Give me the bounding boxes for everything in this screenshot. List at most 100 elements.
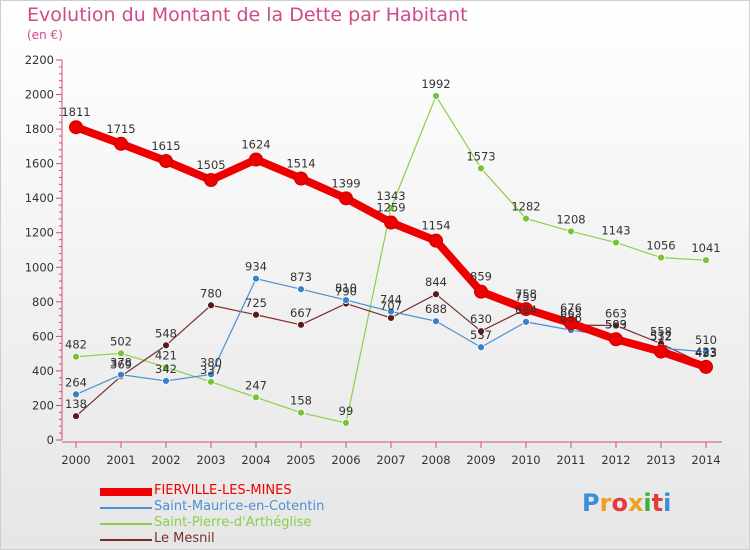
y-tick-label: 1600 (25, 157, 54, 171)
data-label-fierville-les-mines: 1514 (286, 156, 315, 170)
data-label-saint-pierre-d-arth-glise: 1143 (601, 224, 630, 238)
data-point-saint-pierre-d-arth-glise (162, 363, 170, 372)
legend-label: Saint-Maurice-en-Cotentin (154, 499, 325, 514)
data-label-fierville-les-mines: 1615 (151, 139, 180, 153)
x-tick-label: 2005 (286, 453, 315, 467)
data-label-saint-pierre-d-arth-glise: 482 (65, 338, 87, 352)
data-label-le-mesnil: 433 (695, 346, 717, 360)
x-tick-label: 2014 (691, 453, 720, 467)
data-point-saint-maurice-en-cotentin (702, 348, 710, 356)
legend-swatch (100, 488, 152, 496)
data-point-le-mesnil (477, 327, 485, 336)
data-point-fierville-les-mines (564, 316, 578, 331)
data-point-saint-maurice-en-cotentin (297, 285, 305, 294)
data-label-saint-pierre-d-arth-glise: 502 (110, 334, 132, 348)
y-tick-label: 1800 (25, 122, 54, 136)
data-label-saint-maurice-en-cotentin: 744 (380, 292, 402, 306)
data-point-fierville-les-mines (699, 359, 713, 374)
data-point-saint-pierre-d-arth-glise (207, 377, 215, 386)
data-label-le-mesnil: 665 (560, 306, 582, 320)
data-point-saint-pierre-d-arth-glise (432, 92, 440, 100)
data-point-saint-maurice-en-cotentin (432, 317, 440, 326)
data-label-saint-maurice-en-cotentin: 510 (695, 333, 717, 347)
y-tick-label: 600 (32, 329, 54, 343)
y-tick-label: 1000 (25, 260, 54, 274)
data-label-le-mesnil: 548 (155, 326, 177, 340)
data-label-saint-maurice-en-cotentin: 532 (650, 329, 672, 343)
data-point-saint-maurice-en-cotentin (117, 370, 125, 379)
data-label-saint-maurice-en-cotentin: 264 (65, 375, 87, 389)
data-point-saint-maurice-en-cotentin (387, 307, 395, 316)
proxiti-logo: Proxiti (582, 489, 671, 517)
x-tick-label: 2001 (106, 453, 135, 467)
data-label-fierville-les-mines: 1715 (106, 122, 135, 136)
data-label-saint-maurice-en-cotentin: 873 (290, 270, 312, 284)
data-point-saint-pierre-d-arth-glise (72, 352, 80, 361)
data-point-saint-maurice-en-cotentin (522, 317, 530, 326)
data-point-saint-pierre-d-arth-glise (702, 256, 710, 265)
data-point-fierville-les-mines (474, 284, 488, 299)
data-label-saint-maurice-en-cotentin: 342 (155, 362, 177, 376)
data-point-le-mesnil (432, 290, 440, 299)
data-point-saint-maurice-en-cotentin (342, 296, 350, 304)
chart-title: Evolution du Montant de la Dette par Hab… (27, 4, 468, 26)
x-tick-label: 2003 (196, 453, 225, 467)
data-label-fierville-les-mines: 583 (605, 317, 627, 331)
data-label-saint-maurice-en-cotentin: 380 (200, 355, 222, 369)
data-label-le-mesnil: 780 (200, 286, 222, 300)
data-point-fierville-les-mines (69, 120, 83, 135)
data-label-saint-pierre-d-arth-glise: 337 (200, 363, 222, 377)
data-point-fierville-les-mines (429, 233, 443, 248)
x-tick-label: 2004 (241, 453, 270, 467)
data-label-saint-pierre-d-arth-glise: 1343 (376, 189, 405, 203)
data-point-le-mesnil (297, 320, 305, 329)
data-point-fierville-les-mines (609, 332, 623, 347)
data-point-saint-pierre-d-arth-glise (522, 214, 530, 223)
chart-subtitle: (en €) (27, 28, 63, 42)
data-point-fierville-les-mines (204, 173, 218, 188)
data-label-saint-pierre-d-arth-glise: 99 (339, 404, 354, 418)
data-label-le-mesnil: 663 (605, 306, 627, 320)
data-label-saint-maurice-en-cotentin: 537 (470, 328, 492, 342)
data-point-le-mesnil (72, 412, 80, 421)
data-label-le-mesnil: 707 (380, 299, 402, 313)
data-label-saint-pierre-d-arth-glise: 1041 (691, 241, 720, 255)
data-point-fierville-les-mines (249, 152, 263, 167)
y-tick-label: 2200 (25, 53, 54, 67)
data-point-le-mesnil (207, 301, 215, 310)
data-label-fierville-les-mines: 423 (695, 345, 717, 359)
data-point-saint-pierre-d-arth-glise (117, 349, 125, 358)
data-point-le-mesnil (387, 313, 395, 322)
data-label-fierville-les-mines: 1154 (421, 219, 450, 233)
data-point-fierville-les-mines (519, 302, 533, 317)
data-label-saint-pierre-d-arth-glise: 247 (245, 378, 267, 392)
data-label-saint-maurice-en-cotentin: 378 (110, 356, 132, 370)
data-label-le-mesnil: 630 (470, 312, 492, 326)
data-label-saint-maurice-en-cotentin: 684 (515, 303, 537, 317)
data-point-saint-maurice-en-cotentin (207, 370, 215, 379)
x-tick-label: 2002 (151, 453, 180, 467)
data-label-saint-pierre-d-arth-glise: 421 (155, 348, 177, 362)
data-point-saint-pierre-d-arth-glise (387, 204, 395, 212)
data-label-fierville-les-mines: 1399 (331, 176, 360, 190)
data-label-fierville-les-mines: 758 (515, 287, 537, 301)
data-point-fierville-les-mines (159, 154, 173, 169)
y-tick-label: 1400 (25, 191, 54, 205)
data-point-saint-maurice-en-cotentin (477, 343, 485, 352)
data-label-saint-maurice-en-cotentin: 636 (560, 311, 582, 325)
logo-letter: x (627, 489, 644, 517)
y-tick-label: 1200 (25, 226, 54, 240)
data-label-fierville-les-mines: 1259 (376, 201, 405, 215)
data-label-saint-pierre-d-arth-glise: 1208 (556, 212, 585, 226)
y-tick-label: 200 (32, 398, 54, 412)
data-label-fierville-les-mines: 1505 (196, 158, 225, 172)
data-point-fierville-les-mines (654, 344, 668, 359)
data-point-saint-maurice-en-cotentin (252, 274, 260, 283)
logo-letter: P (582, 489, 600, 517)
data-label-fierville-les-mines: 512 (650, 330, 672, 344)
x-tick-label: 2009 (466, 453, 495, 467)
data-point-saint-pierre-d-arth-glise (252, 393, 260, 402)
axes: 0 200 400 600 800 1000 1200 1400 1600 1800 2000 220… (25, 53, 722, 467)
data-label-le-mesnil: 558 (650, 325, 672, 339)
